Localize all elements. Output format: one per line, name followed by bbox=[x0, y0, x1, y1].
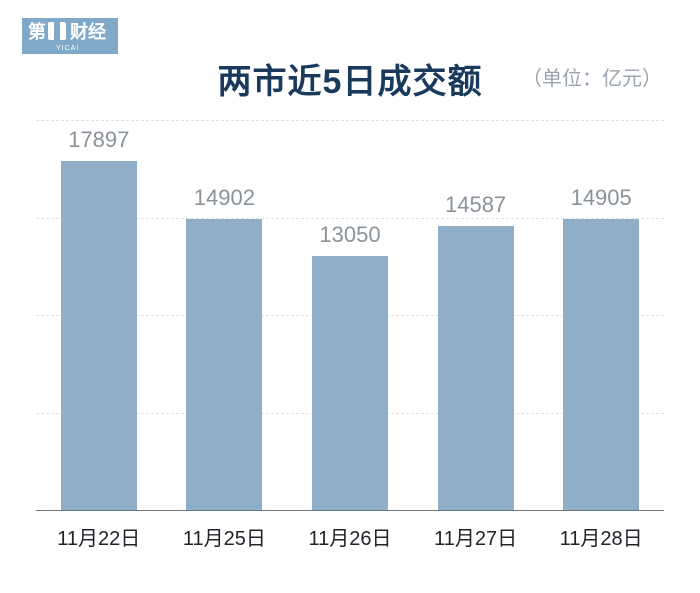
chart-header: 两市近5日成交额 （单位：亿元） bbox=[0, 54, 700, 103]
brand-logo: 第 财经 YICAI bbox=[22, 18, 118, 54]
bar-value-label: 13050 bbox=[319, 222, 380, 248]
bar-value-label: 17897 bbox=[68, 127, 129, 153]
bar bbox=[563, 219, 639, 510]
svg-text:YICAI: YICAI bbox=[56, 45, 79, 52]
bar bbox=[186, 219, 262, 510]
bar bbox=[312, 256, 388, 510]
chart-plot-area: 17897 14902 13050 14587 14905 bbox=[36, 120, 664, 510]
chart-baseline bbox=[36, 510, 664, 511]
svg-text:第: 第 bbox=[28, 21, 46, 42]
chart-bars: 17897 14902 13050 14587 14905 bbox=[36, 120, 664, 510]
chart-x-axis-labels: 11月22日11月25日11月26日11月27日11月28日 bbox=[36, 522, 664, 551]
bar bbox=[61, 161, 137, 510]
bar-value-label: 14905 bbox=[571, 185, 632, 211]
bar-group: 14905 bbox=[541, 185, 661, 510]
bar bbox=[438, 226, 514, 510]
bar-value-label: 14587 bbox=[445, 192, 506, 218]
brand-logo-svg: 第 财经 YICAI bbox=[22, 18, 118, 54]
bar-group: 14902 bbox=[164, 185, 284, 510]
x-axis-label: 11月25日 bbox=[164, 522, 284, 551]
svg-text:财经: 财经 bbox=[70, 21, 106, 42]
bar-group: 17897 bbox=[39, 127, 159, 510]
x-axis-label: 11月28日 bbox=[541, 522, 661, 551]
chart-unit: （单位：亿元） bbox=[522, 62, 662, 91]
bar-group: 13050 bbox=[290, 222, 410, 510]
chart-title: 两市近5日成交额 bbox=[218, 54, 483, 103]
x-axis-label: 11月26日 bbox=[290, 522, 410, 551]
bar-group: 14587 bbox=[416, 192, 536, 510]
bar-value-label: 14902 bbox=[194, 185, 255, 211]
x-axis-label: 11月22日 bbox=[39, 522, 159, 551]
x-axis-label: 11月27日 bbox=[416, 522, 536, 551]
